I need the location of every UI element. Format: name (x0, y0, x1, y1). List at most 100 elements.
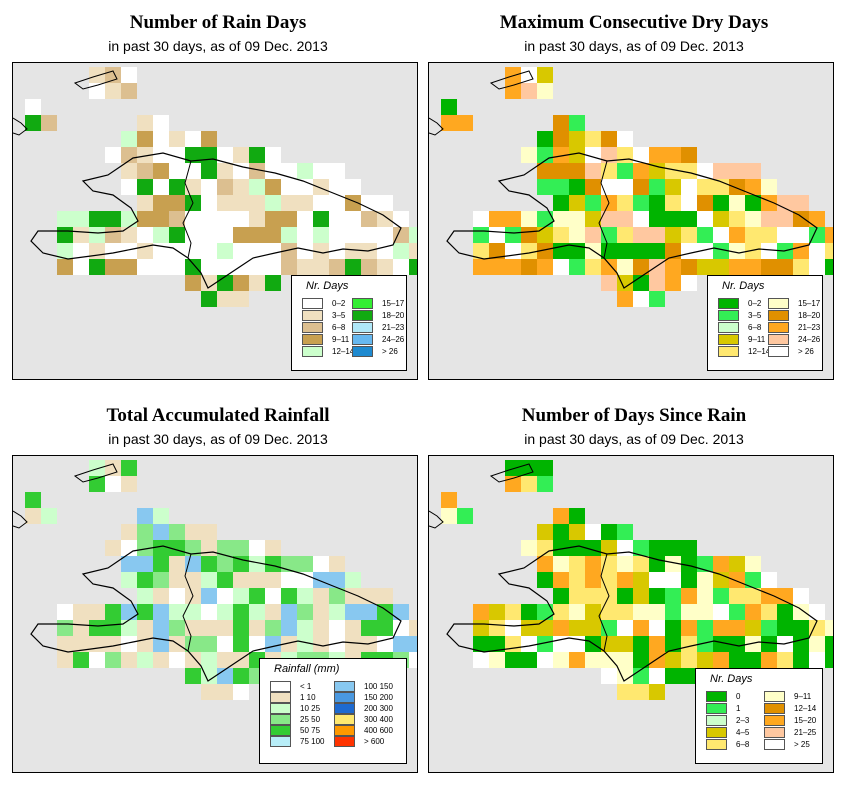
grid-cell (697, 243, 713, 259)
map-rain-days: Nr. Days 0–2 3–5 6–8 9–11 12–14 15–17 18… (12, 62, 418, 380)
grid-cell (713, 227, 729, 243)
grid-cell (329, 604, 345, 620)
grid-cell (473, 243, 489, 259)
grid-cell (489, 227, 505, 243)
grid-cell (233, 636, 249, 652)
legend-label: 1 (736, 704, 741, 713)
grid-cell (617, 572, 633, 588)
grid-cell (217, 147, 233, 163)
grid-cell (617, 163, 633, 179)
grid-cell (153, 604, 169, 620)
grid-cell (697, 604, 713, 620)
grid-cell (121, 572, 137, 588)
legend-label: 6–8 (748, 323, 762, 332)
grid-cell (297, 556, 313, 572)
grid-cell (505, 243, 521, 259)
legend-title: Nr. Days (722, 280, 765, 292)
grid-cell (761, 636, 777, 652)
grid-cell (697, 556, 713, 572)
grid-cell (201, 259, 217, 275)
grid-cell (217, 540, 233, 556)
legend-swatch (718, 310, 739, 321)
grid-cell (729, 195, 745, 211)
grid-cell (297, 620, 313, 636)
grid-cell (601, 243, 617, 259)
grid-cell (185, 540, 201, 556)
legend-swatch (706, 727, 727, 738)
coast-fragment (429, 510, 444, 529)
panel-days-since-rain: Number of Days Since Rain in past 30 day… (428, 393, 840, 783)
grid-cell (473, 604, 489, 620)
grid-cell (697, 636, 713, 652)
grid-cell (777, 652, 793, 668)
grid-cell (105, 540, 121, 556)
grid-cell (809, 652, 825, 668)
legend-label: 3–5 (332, 311, 346, 320)
grid-cell (265, 259, 281, 275)
grid-cell (537, 211, 553, 227)
grid-cell (233, 211, 249, 227)
grid-cell (201, 684, 217, 700)
grid-cell (169, 540, 185, 556)
grid-cell (473, 211, 489, 227)
grid-cell (793, 652, 809, 668)
legend-swatch (718, 346, 739, 357)
legend-label: 18–20 (798, 311, 821, 320)
grid-cell (169, 588, 185, 604)
grid-cell (809, 259, 825, 275)
grid-cell (569, 620, 585, 636)
legend-swatch (302, 346, 323, 357)
grid-cell (153, 259, 169, 275)
grid-cell (377, 636, 393, 652)
grid-cell (633, 540, 649, 556)
grid-cell (521, 243, 537, 259)
grid-cell (313, 163, 329, 179)
grid-cell (553, 524, 569, 540)
grid-cell (713, 556, 729, 572)
legend-label: > 25 (794, 740, 810, 749)
grid-cell (217, 179, 233, 195)
grid-cell (393, 259, 409, 275)
grid-cell (137, 163, 153, 179)
grid-cell (217, 572, 233, 588)
legend-label: 15–20 (794, 716, 817, 725)
grid-cell (153, 211, 169, 227)
legend-swatch (352, 334, 373, 345)
legend-label: 12–14 (794, 704, 817, 713)
grid-cell (265, 572, 281, 588)
grid-cell (537, 652, 553, 668)
grid-cell (297, 588, 313, 604)
grid-cell (793, 259, 809, 275)
legend-swatch (302, 322, 323, 333)
grid-cell (121, 211, 137, 227)
grid-cell (105, 259, 121, 275)
grid-cell (393, 620, 409, 636)
grid-cell (297, 636, 313, 652)
grid-cell (249, 588, 265, 604)
panel-max-dry-days: Maximum Consecutive Dry Days in past 30 … (428, 0, 840, 390)
grid-cell (329, 211, 345, 227)
legend-swatch (270, 736, 291, 747)
grid-cell (665, 572, 681, 588)
grid-cell (697, 588, 713, 604)
grid-cell (585, 211, 601, 227)
grid-cell (57, 652, 73, 668)
legend-label: 0–2 (748, 299, 762, 308)
legend-swatch (352, 346, 373, 357)
grid-cell (105, 211, 121, 227)
grid-cell (729, 604, 745, 620)
grid-cell (121, 604, 137, 620)
grid-cell (505, 211, 521, 227)
grid-cell (169, 524, 185, 540)
legend-label: > 26 (382, 347, 398, 356)
grid-cell (793, 227, 809, 243)
legend-swatch (768, 298, 789, 309)
grid-cell (281, 572, 297, 588)
grid-cell (649, 540, 665, 556)
grid-cell (265, 275, 281, 291)
grid-cell (761, 179, 777, 195)
grid-cell (201, 556, 217, 572)
legend-label: 9–11 (794, 692, 812, 701)
grid-cell (281, 227, 297, 243)
coastline (446, 545, 818, 682)
